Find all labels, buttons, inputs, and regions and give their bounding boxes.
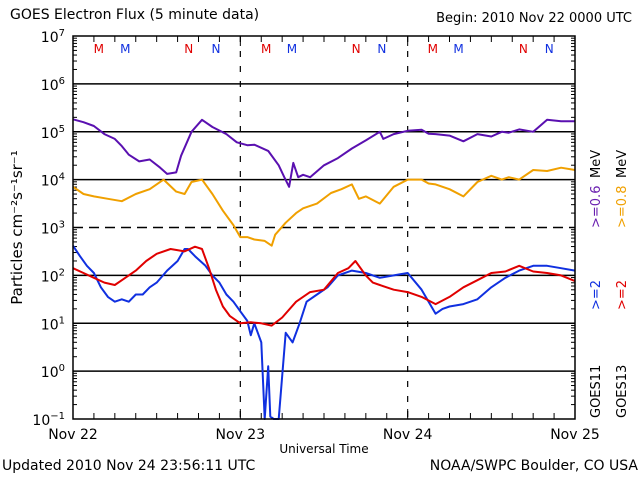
- local-time-marker: M: [94, 42, 104, 56]
- local-time-marker: M: [428, 42, 438, 56]
- series-line: [72, 166, 576, 247]
- y-tick-base: 10: [41, 317, 59, 333]
- y-tick-base: 10: [41, 30, 59, 46]
- legend-column: GOES11 >=2 >=0.6 MeV: [589, 150, 604, 418]
- y-tick-label: 101: [41, 315, 65, 333]
- local-time-marker: M: [453, 42, 463, 56]
- series-line: [72, 245, 576, 420]
- local-time-marker: M: [287, 42, 297, 56]
- updated-timestamp: Updated 2010 Nov 24 23:56:11 UTC: [2, 458, 256, 474]
- y-tick-base: 10: [41, 269, 59, 285]
- y-tick-base: 10: [41, 365, 59, 381]
- series-line: [72, 245, 576, 327]
- x-tick-label: Nov 24: [383, 427, 433, 443]
- legend-satellite: GOES13: [615, 365, 630, 418]
- y-tick-exponent: 4: [59, 172, 65, 183]
- y-tick-base: 10: [41, 222, 59, 238]
- legend-satellite: GOES11: [589, 365, 604, 418]
- y-tick-exponent: 3: [59, 220, 65, 231]
- y-tick-label: 107: [41, 28, 65, 46]
- plot-frame: [72, 35, 576, 420]
- y-tick-label: 100: [41, 363, 65, 381]
- credit-label: NOAA/SWPC Boulder, CO USA: [429, 458, 638, 474]
- y-tick-exponent: 7: [59, 28, 65, 39]
- x-tick-label: Nov 25: [550, 427, 600, 443]
- y-tick-label: 103: [41, 220, 65, 238]
- y-tick-label: 104: [41, 172, 65, 190]
- local-time-marker: N: [377, 42, 386, 56]
- legend-entry: >=2: [615, 280, 630, 310]
- y-tick-label: 106: [41, 76, 65, 94]
- local-time-marker: M: [261, 42, 271, 56]
- y-tick-exponent: 1: [59, 315, 65, 326]
- y-tick-exponent: 6: [59, 76, 65, 87]
- local-time-marker: N: [545, 42, 554, 56]
- x-tick-label: Nov 22: [48, 427, 98, 443]
- y-tick-label: 10−1: [32, 411, 65, 429]
- y-tick-exponent: −1: [50, 411, 65, 422]
- y-tick-base: 10: [32, 413, 50, 429]
- chart-title: GOES Electron Flux (5 minute data): [10, 7, 260, 23]
- legend-entry: >=0.6: [589, 186, 604, 228]
- y-tick-exponent: 0: [59, 363, 65, 374]
- legend-unit: MeV: [589, 150, 604, 178]
- local-time-marker: N: [211, 42, 220, 56]
- legend-entry: >=0.8: [615, 186, 630, 228]
- y-axis-label: Particles cm⁻²s⁻¹sr⁻¹: [8, 150, 26, 304]
- x-axis-label: Universal Time: [279, 442, 368, 456]
- local-time-marker: N: [519, 42, 528, 56]
- x-tick-label: Nov 23: [216, 427, 266, 443]
- y-tick-base: 10: [41, 78, 59, 94]
- y-tick-label: 105: [41, 124, 65, 142]
- y-tick-exponent: 5: [59, 124, 65, 135]
- local-time-marker: N: [184, 42, 193, 56]
- legend-column: GOES13 >=2 >=0.8 MeV: [615, 150, 630, 418]
- y-tick-base: 10: [41, 126, 59, 142]
- y-tick-label: 102: [41, 267, 65, 285]
- local-time-marker: N: [352, 42, 361, 56]
- local-time-marker: M: [120, 42, 130, 56]
- y-tick-exponent: 2: [59, 267, 65, 278]
- begin-time: Begin: 2010 Nov 22 0000 UTC: [436, 11, 632, 26]
- y-tick-base: 10: [41, 174, 59, 190]
- series-line: [72, 118, 575, 188]
- legend-unit: MeV: [615, 150, 630, 178]
- legend-entry: >=2: [589, 280, 604, 310]
